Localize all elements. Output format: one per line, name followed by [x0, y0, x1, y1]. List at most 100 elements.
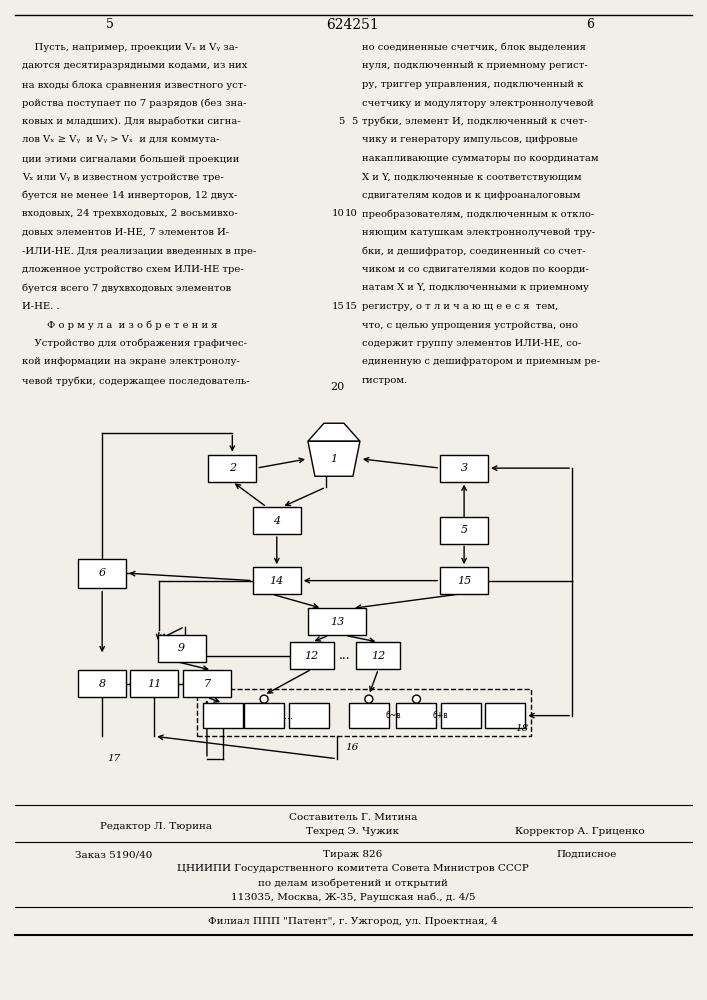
Bar [78, 559, 126, 588]
Text: Заказ 5190/40: Заказ 5190/40 [75, 850, 153, 859]
Text: 13: 13 [330, 617, 344, 627]
Bar [158, 635, 206, 662]
Text: 113035, Москва, Ж-35, Раушская наб., д. 4/5: 113035, Москва, Ж-35, Раушская наб., д. … [230, 892, 475, 902]
Text: б~в: б~в [385, 711, 401, 720]
Circle shape [365, 695, 373, 703]
Text: чевой трубки, содержащее последователь-: чевой трубки, содержащее последователь- [22, 376, 250, 385]
Bar [349, 703, 389, 728]
Text: 2: 2 [229, 463, 236, 473]
Text: Тираж 826: Тираж 826 [323, 850, 382, 859]
Text: 15: 15 [457, 576, 472, 586]
Text: ...: ... [284, 711, 293, 721]
Text: преобразователям, подключенным к откло-: преобразователям, подключенным к откло- [362, 210, 595, 219]
Text: бки, и дешифратор, соединенный со счет-: бки, и дешифратор, соединенный со счет- [362, 246, 585, 256]
Bar [486, 703, 525, 728]
Text: Филиал ППП "Патент", г. Ужгород, ул. Проектная, 4: Филиал ППП "Патент", г. Ужгород, ул. Про… [208, 917, 498, 926]
Text: буется не менее 14 инверторов, 12 двух-: буется не менее 14 инверторов, 12 двух- [22, 191, 238, 200]
Text: 5: 5 [351, 117, 358, 126]
Text: 6: 6 [586, 18, 594, 31]
Text: содержит группу элементов ИЛИ-НЕ, со-: содержит группу элементов ИЛИ-НЕ, со- [362, 339, 581, 348]
Text: регистру, о т л и ч а ю щ е е с я  тем,: регистру, о т л и ч а ю щ е е с я тем, [362, 302, 559, 311]
Text: 18: 18 [515, 724, 528, 733]
Text: чиком и со сдвигателями кодов по коорди-: чиком и со сдвигателями кодов по коорди- [362, 265, 589, 274]
Text: Vₓ или Vᵧ в известном устройстве тре-: Vₓ или Vᵧ в известном устройстве тре- [22, 172, 223, 182]
Text: 16: 16 [345, 743, 358, 752]
Bar [440, 455, 488, 482]
Text: б+в: б+в [433, 711, 448, 720]
Text: Техред Э. Чужик: Техред Э. Чужик [307, 827, 399, 836]
Bar [356, 642, 400, 669]
Text: счетчику и модулятору электроннолучевой: счетчику и модулятору электроннолучевой [362, 99, 594, 107]
Text: что, с целью упрощения устройства, оно: что, с целью упрощения устройства, оно [362, 320, 578, 330]
Text: 15: 15 [332, 302, 345, 311]
Text: входовых, 24 трехвходовых, 2 восьмивхо-: входовых, 24 трехвходовых, 2 восьмивхо- [22, 210, 238, 219]
Text: 10: 10 [345, 210, 358, 219]
Text: 5: 5 [106, 18, 114, 31]
Text: 12: 12 [305, 651, 319, 661]
Text: Устройство для отображения графичес-: Устройство для отображения графичес- [22, 339, 247, 349]
Bar [183, 670, 231, 697]
Text: нуля, подключенный к приемному регист-: нуля, подключенный к приемному регист- [362, 62, 588, 70]
Text: буется всего 7 двухвходовых элементов: буется всего 7 двухвходовых элементов [22, 284, 231, 293]
Bar [78, 670, 126, 697]
Bar [209, 455, 257, 482]
Text: гистром.: гистром. [362, 376, 408, 385]
Text: 11: 11 [147, 679, 161, 689]
Bar [308, 608, 366, 635]
Text: довых элементов И-НЕ, 7 элементов И-: довых элементов И-НЕ, 7 элементов И- [22, 228, 229, 237]
Text: 8: 8 [98, 679, 106, 689]
Bar [397, 703, 436, 728]
Text: сдвигателям кодов и к цифроаналоговым: сдвигателям кодов и к цифроаналоговым [362, 191, 580, 200]
Text: 3: 3 [460, 463, 467, 473]
Polygon shape [308, 441, 360, 476]
Bar [288, 703, 329, 728]
Text: даются десятиразрядными кодами, из них: даются десятиразрядными кодами, из них [22, 62, 247, 70]
Text: дложенное устройство схем ИЛИ-НЕ тре-: дложенное устройство схем ИЛИ-НЕ тре- [22, 265, 244, 274]
Bar [253, 507, 300, 534]
Bar [197, 689, 532, 736]
Text: Пусть, например, проекции Vₓ и Vᵧ за-: Пусть, например, проекции Vₓ и Vᵧ за- [22, 43, 238, 52]
Circle shape [260, 695, 268, 703]
Bar [440, 516, 488, 544]
Text: X и Y, подключенные к соответствующим: X и Y, подключенные к соответствующим [362, 172, 581, 182]
Text: 1: 1 [330, 454, 337, 464]
Text: ройства поступает по 7 разрядов (без зна-: ройства поступает по 7 разрядов (без зна… [22, 99, 247, 108]
Text: по делам изобретений и открытий: по делам изобретений и открытий [258, 878, 448, 888]
Bar [441, 703, 481, 728]
Bar [253, 567, 300, 594]
Text: 9: 9 [178, 643, 185, 653]
Text: И-НЕ. .: И-НЕ. . [22, 302, 59, 311]
Bar [203, 703, 243, 728]
Text: 20: 20 [330, 382, 344, 392]
Text: 14: 14 [269, 576, 284, 586]
Text: 12: 12 [371, 651, 385, 661]
Text: Корректор А. Гриценко: Корректор А. Гриценко [515, 827, 645, 836]
Text: 5: 5 [460, 525, 467, 535]
Text: 10: 10 [332, 210, 345, 219]
Text: Ф о р м у л а  и з о б р е т е н и я: Ф о р м у л а и з о б р е т е н и я [22, 320, 218, 330]
Text: лов Vₓ ≥ Vᵧ  и Vᵧ > Vₓ  и для коммута-: лов Vₓ ≥ Vᵧ и Vᵧ > Vₓ и для коммута- [22, 135, 219, 144]
Text: 7: 7 [204, 679, 211, 689]
Polygon shape [308, 423, 360, 441]
Text: ру, триггер управления, подключенный к: ру, триггер управления, подключенный к [362, 80, 583, 89]
Text: ции этими сигналами большей проекции: ции этими сигналами большей проекции [22, 154, 240, 163]
Text: 4: 4 [273, 516, 281, 526]
Text: ...: ... [339, 649, 351, 662]
Bar [440, 567, 488, 594]
Text: Редактор Л. Тюрина: Редактор Л. Тюрина [100, 822, 212, 831]
Text: трубки, элемент И, подключенный к счет-: трубки, элемент И, подключенный к счет- [362, 117, 588, 126]
Text: 624251: 624251 [327, 18, 380, 32]
Text: 15: 15 [345, 302, 358, 311]
Text: ЦНИИПИ Государственного комитета Совета Министров СССР: ЦНИИПИ Государственного комитета Совета … [177, 864, 529, 873]
Text: чику и генератору импульсов, цифровые: чику и генератору импульсов, цифровые [362, 135, 578, 144]
Text: -ИЛИ-НЕ. Для реализации введенных в пре-: -ИЛИ-НЕ. Для реализации введенных в пре- [22, 246, 257, 255]
Text: на входы блока сравнения известного уст-: на входы блока сравнения известного уст- [22, 80, 247, 90]
Text: 17: 17 [107, 754, 120, 763]
Bar [130, 670, 178, 697]
Text: 5: 5 [339, 117, 345, 126]
Circle shape [412, 695, 421, 703]
Bar [244, 703, 284, 728]
Bar [290, 642, 334, 669]
Text: няющим катушкам электроннолучевой тру-: няющим катушкам электроннолучевой тру- [362, 228, 595, 237]
Text: 6: 6 [98, 568, 106, 578]
